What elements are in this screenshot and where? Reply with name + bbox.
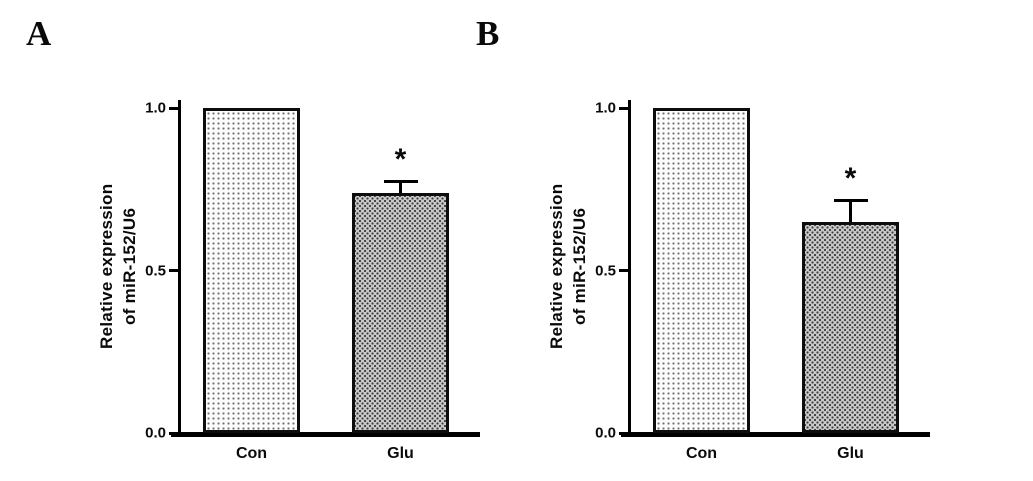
significance-star: * (394, 142, 407, 176)
y-axis-tick: 0.5 (145, 262, 178, 279)
bar-group-con: Con (203, 100, 300, 462)
bar-glu (802, 221, 899, 433)
y-tick-label: 0.5 (145, 262, 166, 279)
category-label: Glu (387, 445, 414, 462)
x-axis-line (171, 432, 480, 437)
bar-con (653, 108, 750, 433)
significance-star: * (844, 162, 857, 195)
bar-group-glu: * Glu (802, 100, 899, 462)
y-axis-label: Relative expression of miR-152/U6 (547, 183, 589, 350)
y-tick-label: 1.0 (145, 99, 166, 117)
bar-con (203, 108, 300, 433)
category-label: Con (235, 445, 268, 462)
plot-area: 0.0 0.5 1.0 Con * Glu (145, 100, 480, 462)
category-label: Con (685, 445, 718, 462)
y-axis-tick: 0.5 (595, 262, 628, 279)
y-tick-label: 0.5 (595, 262, 616, 279)
y-axis-tick: 1.0 (145, 100, 178, 117)
y-axis-tick: 1.0 (595, 100, 628, 117)
y-axis-tick: 0.0 (595, 425, 628, 442)
x-axis-line (621, 432, 930, 437)
bar-glu (352, 192, 449, 433)
y-axis-tick: 0.0 (145, 425, 178, 442)
y-tick-label: 0.0 (595, 424, 616, 442)
y-axis-label: Relative expression of miR-152/U6 (97, 183, 139, 350)
bar-group-glu: * Glu (352, 100, 449, 462)
panel-label: B (476, 14, 500, 53)
error-bar (399, 179, 402, 193)
plot-area: 0.0 0.5 1.0 Con * Glu (595, 100, 930, 462)
panel-label: A (26, 14, 52, 53)
panel-b: B Relative expression of miR-152/U6 0.0 … (458, 0, 963, 481)
bars-container: Con * Glu (631, 100, 921, 462)
y-tick-label: 1.0 (595, 99, 616, 117)
y-tick-label: 0.0 (145, 424, 166, 442)
bar-group-con: Con (653, 100, 750, 462)
category-label: Glu (837, 445, 864, 462)
error-bar (849, 199, 852, 222)
panel-a: A Relative expression of miR-152/U6 0.0 … (8, 0, 513, 481)
bars-container: Con * Glu (181, 100, 471, 462)
